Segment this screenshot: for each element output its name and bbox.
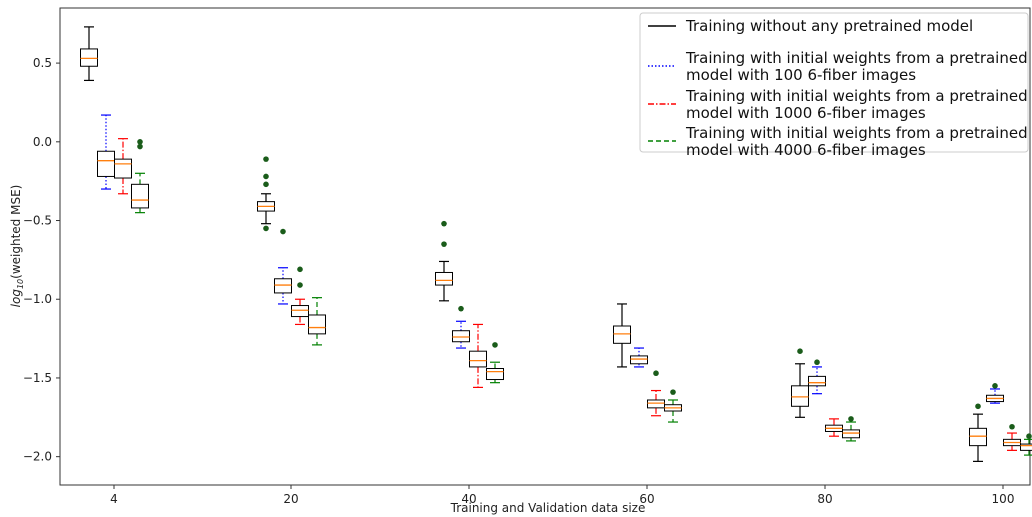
x-tick-label: 100 [992, 492, 1015, 506]
outlier-point [263, 156, 269, 162]
legend-label-3: Training with initial weights from a pre… [685, 87, 1028, 105]
box-series-2-100 [986, 383, 1004, 404]
outlier-point [653, 370, 659, 377]
box-body [114, 158, 132, 179]
y-axis-label: log10(weighted MSE) [9, 185, 25, 308]
series-4-group [131, 139, 1032, 456]
legend-label-4: Training with initial weights from a pre… [685, 124, 1028, 142]
outlier-point [297, 266, 303, 273]
outlier-point [137, 139, 143, 145]
box-body [452, 330, 470, 343]
legend-label-1: Training without any pretrained model [685, 17, 973, 35]
box-series-1-4 [80, 26, 98, 82]
series-2-group [97, 114, 1004, 404]
box-body [486, 368, 504, 381]
outlier-point [797, 348, 803, 354]
box-series-2-80 [808, 359, 826, 395]
box-body [808, 375, 826, 387]
legend-label-3: model with 1000 6-fiber images [686, 104, 926, 122]
x-axis-label: Training and Validation data size [450, 501, 646, 515]
box-series-2-20 [274, 228, 292, 305]
x-tick-label: 4 [110, 492, 118, 506]
box-body [274, 278, 292, 294]
legend-label-2: model with 100 6-fiber images [686, 66, 916, 84]
x-axis: 4 20 40 60 80 100 [110, 485, 1014, 506]
box-body [613, 325, 631, 344]
box-series-3-40 [469, 323, 487, 388]
outlier-point [975, 403, 981, 410]
box-series-2-60 [630, 347, 648, 368]
box-body [969, 427, 987, 447]
y-axis-label-rest: (weighted MSE) [9, 185, 23, 279]
y-axis: 0.5 0.0 −0.5 −1.0 −1.5 −2.0 [23, 56, 60, 464]
legend-label-4: model with 4000 6-fiber images [686, 141, 926, 159]
outlier-point [670, 389, 676, 395]
outlier-point [441, 241, 447, 247]
y-tick-label: −1.0 [23, 292, 52, 306]
legend: Training without any pretrained model Tra… [639, 12, 1029, 159]
box-body [291, 305, 309, 318]
x-tick-label: 20 [283, 492, 298, 506]
box-body [97, 150, 115, 177]
box-series-3-80 [825, 418, 843, 437]
box-series-4-100 [1020, 433, 1032, 456]
box-body [435, 271, 453, 286]
box-series-3-4 [114, 138, 132, 195]
outlier-point [814, 359, 820, 366]
box-series-1-20 [257, 156, 275, 232]
box-series-1-40 [435, 220, 453, 302]
y-axis-label-base: log [9, 289, 23, 308]
box-body [791, 385, 809, 407]
series-3-group [114, 138, 1021, 451]
outlier-point [1009, 423, 1015, 430]
outlier-point [263, 173, 269, 180]
box-series-4-20 [308, 297, 326, 346]
y-tick-label: 0.5 [33, 56, 52, 70]
outlier-point [848, 416, 854, 422]
y-tick-label: −2.0 [23, 450, 52, 464]
box-series-4-60 [664, 389, 682, 423]
y-axis-label-sub: 10 [16, 279, 25, 289]
box-series-3-100 [1003, 423, 1021, 451]
box-body [469, 350, 487, 368]
box-series-1-100 [969, 403, 987, 462]
outlier-point [1026, 433, 1032, 439]
box-body [308, 314, 326, 335]
box-body [1020, 443, 1032, 451]
y-tick-label: −0.5 [23, 214, 52, 228]
box-body [842, 429, 860, 439]
outlier-point [441, 220, 447, 227]
legend-label-2: Training with initial weights from a pre… [685, 49, 1028, 67]
x-tick-label: 60 [639, 492, 654, 506]
box-series-3-60 [647, 370, 665, 417]
box-series-3-20 [291, 266, 309, 326]
outlier-point [992, 383, 998, 389]
box-series-1-80 [791, 348, 809, 418]
box-series-4-4 [131, 139, 149, 214]
box-series-4-80 [842, 416, 860, 442]
box-body [630, 355, 648, 365]
outlier-point [263, 225, 269, 232]
outlier-point [137, 143, 143, 150]
box-series-1-60 [613, 303, 631, 368]
box-body [647, 399, 665, 409]
box-series-4-40 [486, 342, 504, 384]
x-tick-label: 40 [461, 492, 476, 506]
y-tick-label: −1.5 [23, 371, 52, 385]
box-body [80, 48, 98, 67]
y-tick-label: 0.0 [33, 135, 52, 149]
box-body [131, 183, 149, 209]
x-tick-label: 80 [817, 492, 832, 506]
box-series-2-40 [452, 305, 470, 349]
outlier-point [458, 305, 464, 312]
outlier-point [492, 342, 498, 348]
legend-frame [639, 12, 1029, 153]
outlier-point [263, 181, 269, 188]
outlier-point [280, 228, 286, 235]
boxes-layer [80, 26, 1032, 462]
outlier-point [297, 282, 303, 288]
series-1-group [80, 26, 987, 462]
